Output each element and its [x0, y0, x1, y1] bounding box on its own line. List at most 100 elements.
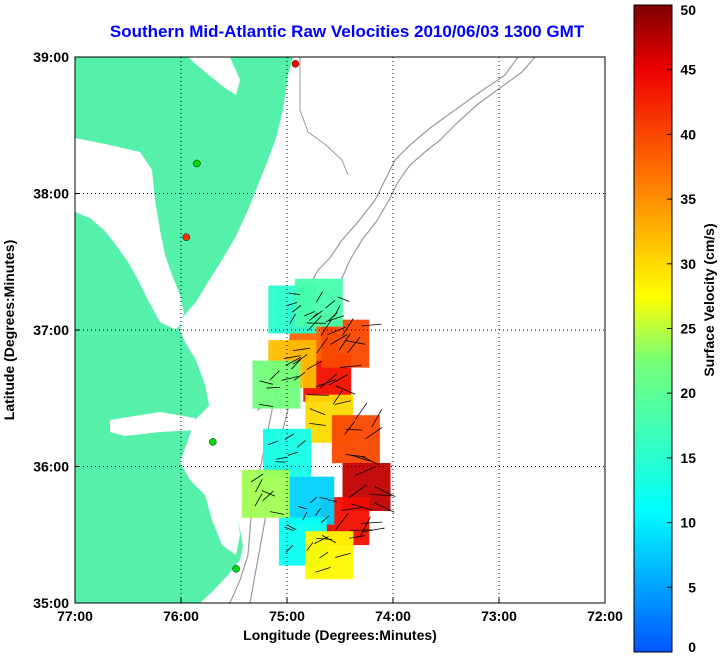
velocity-cell [305, 531, 354, 580]
velocity-arrow [327, 326, 347, 335]
velocity-arrow [297, 440, 306, 448]
colorbar-tick-label: 25 [680, 321, 696, 337]
velocity-arrow [361, 323, 382, 327]
velocity-arrow [261, 490, 276, 497]
velocity-arrow [309, 408, 326, 416]
x-tick-label: 73:00 [481, 608, 517, 624]
velocity-arrow [348, 484, 368, 499]
y-tick-label: 37:00 [33, 322, 69, 338]
velocity-arrow [355, 466, 377, 476]
velocity-arrow [255, 479, 263, 493]
velocity-arrow [287, 451, 299, 456]
velocity-arrow [338, 333, 351, 351]
velocity-arrow [288, 292, 301, 295]
velocity-arrow [284, 526, 295, 532]
velocity-arrow [286, 302, 298, 307]
velocity-arrow [328, 499, 337, 503]
velocity-arrow [365, 427, 383, 440]
velocity-arrow [276, 456, 287, 460]
colorbar-tick-label: 0 [688, 639, 696, 655]
velocity-arrow [339, 364, 362, 368]
velocity-arrow [291, 358, 302, 370]
velocity-arrow [319, 551, 329, 559]
velocity-arrow [320, 319, 333, 336]
velocity-arrows [250, 291, 396, 573]
velocity-arrow [345, 428, 363, 431]
velocity-arrow [325, 300, 336, 309]
y-tick-label: 35:00 [33, 595, 69, 611]
velocity-arrow [361, 455, 380, 466]
y-tick-label: 39:00 [33, 49, 69, 65]
velocity-arrow [283, 355, 301, 360]
eastern-shore [182, 185, 258, 318]
velocity-arrow [285, 544, 294, 553]
velocity-arrow [250, 473, 264, 483]
velocity-arrow [342, 318, 354, 336]
chesapeake-bay [75, 138, 185, 330]
velocity-arrow [315, 566, 331, 573]
velocity-arrow [298, 506, 307, 510]
chart-title: Southern Mid-Atlantic Raw Velocities 201… [109, 22, 585, 41]
velocity-arrow [350, 503, 373, 511]
velocity-arrow [334, 400, 351, 405]
albemarle-sound [110, 412, 198, 436]
x-tick-label: 72:00 [587, 608, 623, 624]
colorbar-ticks: 0 5 10 15 20 25 30 35 40 45 50 [667, 2, 696, 655]
velocity-arrow [320, 373, 337, 389]
velocity-cell [331, 415, 380, 464]
radar-site-marker [291, 60, 300, 68]
velocity-arrow [287, 524, 297, 531]
velocity-arrow [267, 440, 279, 446]
y-axis-label: Latitude (Degrees:Minutes) [1, 240, 17, 420]
velocity-arrow [335, 385, 356, 395]
velocity-arrow [344, 421, 356, 435]
velocity-arrow [262, 490, 274, 502]
velocity-arrow [293, 372, 306, 381]
velocity-arrow [259, 404, 274, 407]
colorbar-tick-label: 40 [680, 126, 696, 142]
pamlico-sound [180, 405, 240, 555]
velocity-arrow [374, 486, 396, 497]
velocity-arrow [306, 542, 314, 551]
velocity-arrow [332, 390, 343, 405]
velocity-arrow [369, 493, 392, 497]
velocity-arrow [347, 336, 361, 354]
colorbar-tick-label: 20 [680, 385, 696, 401]
colorbar-tick-label: 15 [680, 450, 696, 466]
velocity-arrow [289, 313, 296, 324]
velocity-arrow [335, 552, 351, 558]
velocity-arrow [315, 508, 321, 516]
velocity-arrow [292, 347, 310, 352]
velocity-arrow [269, 511, 285, 515]
velocity-arrow [341, 506, 363, 511]
velocity-arrow [363, 527, 385, 533]
colorbar-label: Surface Velocity (cm/s) [701, 223, 717, 376]
x-tick-label: 77:00 [57, 608, 93, 624]
velocity-arrow [319, 497, 329, 500]
velocity-arrow [307, 394, 329, 396]
delaware-bay [188, 57, 240, 95]
velocity-arrow [269, 370, 280, 381]
radar-site-marker [193, 159, 201, 168]
x-axis-label: Longitude (Degrees:Minutes) [243, 627, 437, 643]
velocity-arrow [309, 423, 326, 426]
x-tick-label: 76:00 [163, 608, 199, 624]
velocity-arrow [350, 454, 371, 462]
velocity-arrow [312, 310, 323, 319]
velocity-arrow [259, 380, 273, 385]
velocity-arrow [315, 291, 323, 303]
velocity-arrow [373, 502, 395, 513]
velocity-arrow [321, 535, 337, 544]
colorbar-tick-label: 10 [680, 515, 696, 531]
velocity-arrow [371, 409, 383, 427]
colorbar-tick-label: 30 [680, 256, 696, 272]
colorbar-tick-label: 50 [680, 2, 696, 18]
velocity-arrow [334, 513, 349, 531]
velocity-cell [294, 278, 343, 327]
velocity-arrow [254, 493, 263, 507]
radar-site-marker [209, 438, 217, 446]
velocity-arrow [306, 360, 322, 370]
velocity-arrow [316, 337, 329, 354]
x-axis-ticks: 77:00 76:00 75:00 74:00 73:00 72:00 [57, 598, 623, 624]
colorbar [633, 4, 673, 653]
